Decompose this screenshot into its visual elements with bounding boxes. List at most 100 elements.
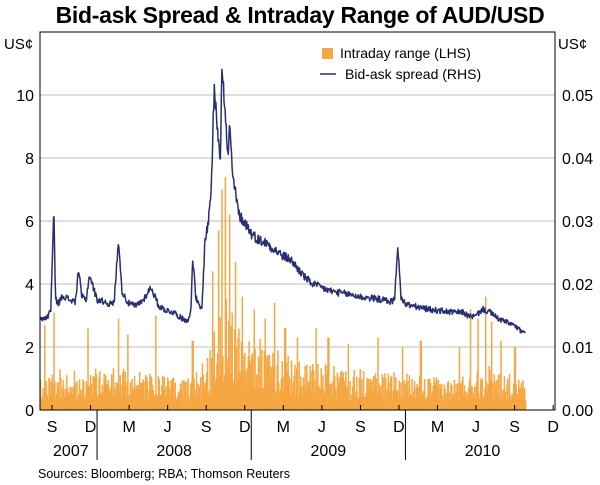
intraday-range-bar [223, 374, 226, 410]
intraday-range-bar [173, 398, 176, 410]
intraday-range-bar [356, 397, 359, 410]
intraday-range-bar [166, 395, 168, 410]
intraday-range-bar [390, 377, 392, 410]
intraday-range-bar [154, 396, 156, 410]
intraday-range-bar [162, 390, 165, 410]
intraday-range-bar [520, 382, 523, 410]
intraday-range-bar [324, 364, 327, 410]
intraday-range-bar [343, 380, 345, 410]
intraday-range-bar [212, 375, 215, 410]
intraday-range-bar [323, 395, 326, 410]
intraday-range-bar [504, 391, 506, 410]
intraday-range-bar [69, 386, 71, 410]
intraday-range-bar [422, 392, 424, 410]
intraday-range-bar [78, 379, 81, 410]
intraday-range-bar [196, 396, 199, 410]
intraday-range-bar [266, 369, 268, 410]
bid-ask-spread-line [39, 68, 526, 334]
intraday-range-bar [98, 377, 100, 410]
intraday-range-bar [76, 381, 78, 410]
intraday-range-bar [490, 379, 492, 410]
intraday-range-bar [448, 392, 451, 410]
intraday-range-bar [242, 369, 244, 410]
intraday-range-bar [474, 399, 477, 410]
intraday-range-bar [407, 396, 410, 410]
intraday-range-bar [121, 398, 123, 410]
intraday-range-bar [117, 318, 120, 410]
intraday-range-bar [217, 353, 219, 410]
intraday-range-bar [354, 396, 356, 410]
intraday-range-bar [519, 388, 522, 410]
intraday-range-bar [390, 375, 393, 410]
intraday-range-bar [492, 397, 495, 410]
intraday-range-bar [105, 383, 108, 410]
intraday-range-bar [502, 396, 505, 410]
intraday-range-bar [241, 296, 244, 410]
intraday-range-bar [371, 391, 373, 410]
intraday-range-bar [62, 379, 65, 410]
intraday-range-bar [66, 375, 68, 410]
intraday-range-bar [395, 390, 398, 410]
intraday-range-bar [458, 347, 461, 410]
intraday-range-bar [172, 378, 175, 410]
intraday-range-bar [170, 380, 172, 410]
intraday-range-bar [228, 214, 231, 410]
intraday-range-bar [345, 387, 348, 410]
chart-title: Bid-ask Spread & Intraday Range of AUD/U… [55, 2, 545, 28]
intraday-range-bar [279, 389, 282, 410]
intraday-range-bar [381, 374, 384, 410]
intraday-range-bar [151, 384, 154, 410]
intraday-range-bar [370, 381, 373, 410]
intraday-range-bar [500, 340, 502, 410]
intraday-range-bar [94, 368, 97, 410]
intraday-range-bar [483, 398, 485, 410]
intraday-range-bar [357, 398, 360, 410]
intraday-range-bar [124, 371, 127, 410]
intraday-range-bar [83, 401, 86, 410]
intraday-range-bar [55, 399, 57, 410]
intraday-range-bar [399, 395, 401, 410]
intraday-range-bar [239, 371, 241, 410]
intraday-range-bar [320, 368, 322, 410]
month-tick-label: M [277, 419, 290, 436]
intraday-range-bar [498, 398, 501, 410]
intraday-range-bar [473, 386, 476, 410]
intraday-range-bar [193, 378, 195, 410]
intraday-range-bar [99, 370, 101, 410]
intraday-range-bar [413, 380, 416, 410]
intraday-range-bar [337, 383, 339, 410]
intraday-range-bar [250, 364, 252, 410]
left-axis-tick-label: 2 [25, 340, 34, 357]
intraday-range-bar [127, 334, 129, 410]
intraday-range-bar [56, 382, 59, 410]
left-axis-tick-label: 8 [25, 151, 34, 168]
intraday-range-bar [420, 340, 423, 410]
intraday-range-bar [303, 384, 306, 410]
intraday-range-bar [269, 379, 272, 410]
intraday-range-bar [274, 392, 277, 410]
intraday-range-bar [406, 380, 409, 410]
intraday-range-bar [190, 382, 193, 410]
intraday-range-bar [118, 390, 121, 410]
intraday-range-bar [380, 395, 383, 410]
month-tick-label: M [122, 419, 135, 436]
intraday-range-bar [43, 401, 45, 410]
intraday-range-bar [306, 364, 308, 410]
intraday-range-bar [177, 391, 180, 410]
intraday-range-bar [211, 358, 213, 410]
intraday-range-bar [461, 380, 463, 410]
left-axis-tick-label: 6 [25, 214, 34, 231]
intraday-range-bar [508, 374, 511, 410]
intraday-range-bar [261, 387, 264, 410]
intraday-range-bar [45, 381, 48, 410]
intraday-range-bar [146, 380, 149, 410]
intraday-range-bar [260, 386, 262, 410]
intraday-range-bar [231, 312, 233, 410]
intraday-range-bar [351, 386, 354, 410]
intraday-range-bar [322, 375, 324, 410]
intraday-range-bar [289, 395, 292, 410]
intraday-range-bar [127, 394, 130, 410]
intraday-range-bar [284, 328, 287, 410]
intraday-range-bar [189, 400, 191, 410]
